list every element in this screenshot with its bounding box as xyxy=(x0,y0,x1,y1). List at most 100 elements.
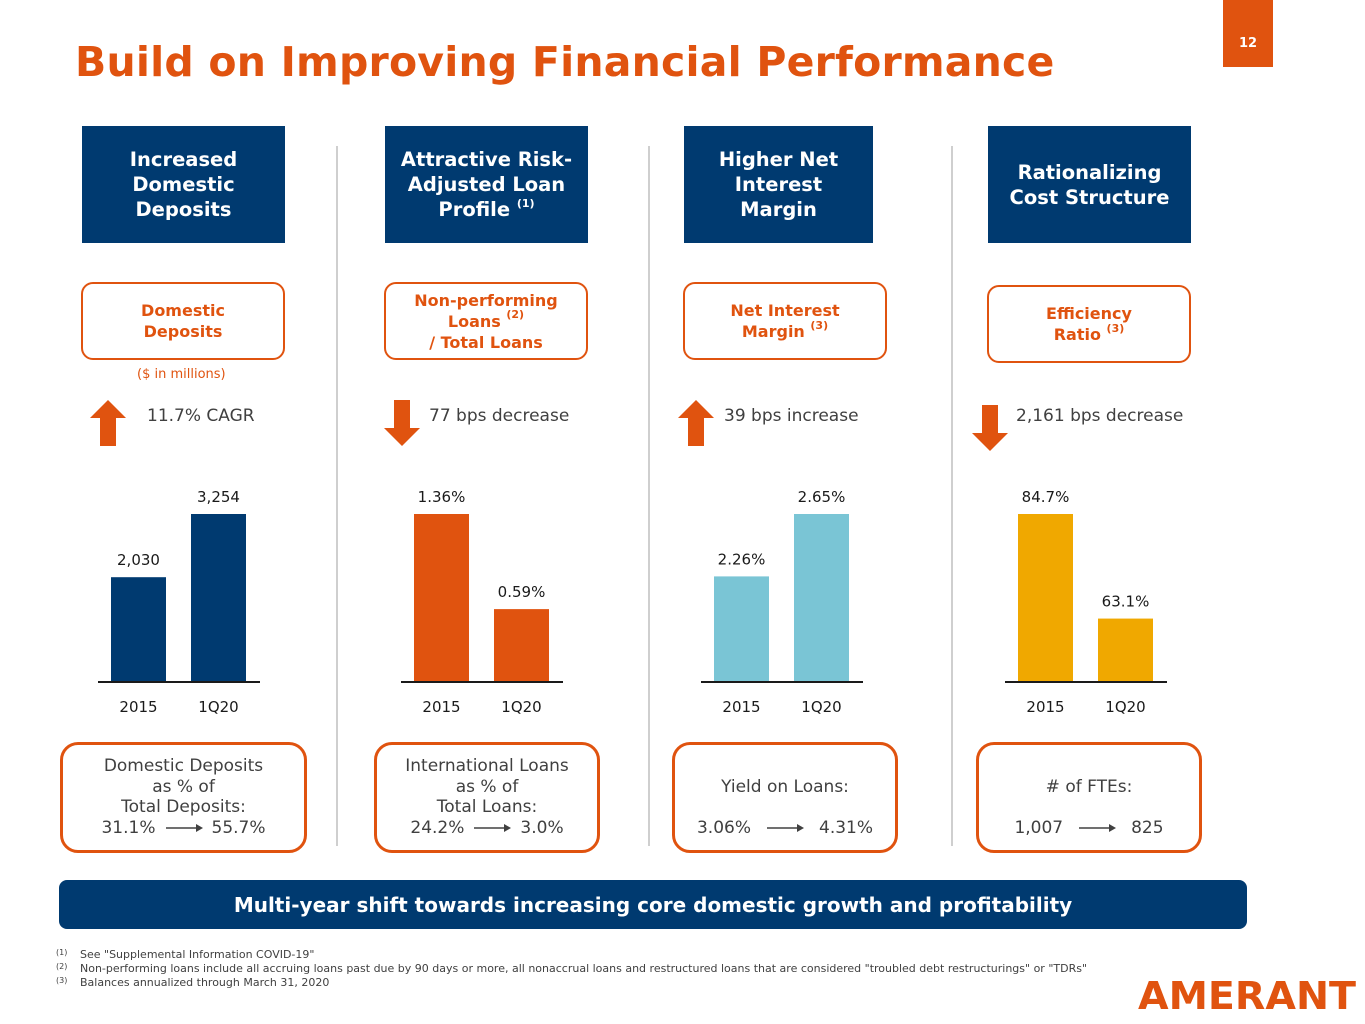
bar-2015 xyxy=(414,514,469,682)
logo-text: AMERANT xyxy=(1138,976,1356,1012)
bar-chart-efficiency-ratio: 84.7% 2015 63.1% 1Q20 xyxy=(1005,488,1167,716)
footnote-marker: (1) xyxy=(56,948,68,957)
stat-line: Domestic Deposits xyxy=(103,756,264,776)
x-tick-label: 2015 xyxy=(1026,698,1064,716)
metric-box: Domestic Deposits xyxy=(81,282,285,360)
metric-line: Margin xyxy=(741,322,805,341)
change-text: 77 bps decrease xyxy=(429,406,570,426)
footnote-text: See "Supplemental Information COVID-19" xyxy=(80,948,315,961)
stat-to-value: 55.7% xyxy=(211,818,266,838)
data-label: 2.65% xyxy=(798,488,846,506)
metric-line: Deposits xyxy=(143,322,223,341)
stat-to-value: 3.0% xyxy=(520,818,564,838)
metric-line: Domestic xyxy=(141,301,225,320)
header-line: Domestic xyxy=(132,173,235,196)
header-line: Higher Net xyxy=(718,148,839,171)
footnote-item: (2) Non-performing loans include all accr… xyxy=(56,962,1087,976)
stat-line: # of FTEs: xyxy=(1045,777,1133,797)
stat-to-value: 825 xyxy=(1131,818,1164,838)
data-label: 3,254 xyxy=(197,488,240,506)
stat-line: Yield on Loans: xyxy=(721,777,849,797)
metric-line: Net Interest xyxy=(730,301,840,320)
page-number-badge: 12 xyxy=(1223,0,1273,67)
stat-box: Yield on Loans: 3.06% 4.31% xyxy=(672,742,898,853)
bar-chart-npl-ratio: 1.36% 2015 0.59% 1Q20 xyxy=(401,488,563,716)
metric-box: Efficiency Ratio (3) xyxy=(987,285,1191,363)
column-divider xyxy=(336,146,338,846)
stat-from-value: 31.1% xyxy=(101,818,156,838)
footnote-marker: (3) xyxy=(56,976,68,985)
footnote-text: Non-performing loans include all accruin… xyxy=(80,962,1087,975)
arrow-down-icon xyxy=(384,400,420,446)
stat-line: Total Deposits: xyxy=(121,797,246,817)
x-tick-label: 2015 xyxy=(119,698,157,716)
bar-2015 xyxy=(1018,514,1073,682)
header-box: Higher Net Interest Margin xyxy=(684,126,873,243)
footnote-item: (1) See "Supplemental Information COVID-1… xyxy=(56,948,1087,962)
metric-line: Non-performing xyxy=(414,290,558,310)
bar-1q20 xyxy=(794,514,849,682)
stat-from-value: 24.2% xyxy=(410,818,465,838)
bar-2015 xyxy=(714,576,769,682)
header-box: Increased Domestic Deposits xyxy=(82,126,285,243)
footnote-marker: (3) xyxy=(1106,321,1125,335)
arrow-down-icon xyxy=(972,405,1008,451)
header-line: Margin xyxy=(740,198,817,221)
data-label: 2.26% xyxy=(718,550,766,568)
data-label: 0.59% xyxy=(498,583,546,601)
bar-chart-domestic-deposits: 2,030 2015 3,254 1Q20 xyxy=(98,488,260,716)
change-text: 39 bps increase xyxy=(724,406,859,426)
stat-to-value: 4.31% xyxy=(819,818,874,838)
bar-2015 xyxy=(111,577,166,682)
arrow-right-icon xyxy=(474,824,512,833)
metric-box: Non-performing Loans (2) / Total Loans xyxy=(384,282,588,360)
x-tick-label: 1Q20 xyxy=(501,698,541,716)
amerant-logo: AMERANT xyxy=(1138,976,1356,1012)
arrow-right-icon xyxy=(767,824,804,833)
summary-banner: Multi-year shift towards increasing core… xyxy=(59,880,1247,929)
arrow-up-icon xyxy=(90,400,126,446)
metric-line: Efficiency xyxy=(1046,304,1132,323)
footnote-marker: (2) xyxy=(56,962,68,971)
footnote-item: (3) Balances annualized through March 31,… xyxy=(56,976,1087,990)
header-box: Rationalizing Cost Structure xyxy=(988,126,1191,243)
stat-line: Total Loans: xyxy=(436,797,538,817)
footnote-marker: (2) xyxy=(506,308,525,322)
footnote-text: Balances annualized through March 31, 20… xyxy=(80,976,330,989)
change-text: 2,161 bps decrease xyxy=(1016,406,1184,426)
x-tick-label: 2015 xyxy=(422,698,460,716)
bar-1q20 xyxy=(1098,618,1153,682)
bar-1q20 xyxy=(191,514,246,682)
arrow-right-icon xyxy=(165,824,203,833)
column-divider xyxy=(648,146,650,846)
column-divider xyxy=(951,146,953,846)
page-number: 12 xyxy=(1238,36,1258,51)
stat-line: International Loans xyxy=(405,756,569,776)
metric-line: Ratio xyxy=(1053,325,1101,344)
x-tick-label: 1Q20 xyxy=(1105,698,1145,716)
data-label: 1.36% xyxy=(418,488,466,506)
banner-text: Multi-year shift towards increasing core… xyxy=(233,892,1073,917)
header-box: Attractive Risk- Adjusted Loan Profile (… xyxy=(385,126,588,243)
stat-box: # of FTEs: 1,007 825 xyxy=(976,742,1202,853)
stat-from-value: 3.06% xyxy=(696,818,751,838)
metric-line: / Total Loans xyxy=(429,332,543,352)
footnote-marker: (3) xyxy=(810,318,829,332)
footnote-marker: (1) xyxy=(516,196,535,210)
header-line: Attractive Risk- xyxy=(400,148,573,171)
header-line: Deposits xyxy=(135,198,232,221)
stat-box: Domestic Deposits as % of Total Deposits… xyxy=(60,742,307,853)
data-label: 84.7% xyxy=(1022,488,1070,506)
page-title: Build on Improving Financial Performance xyxy=(75,38,1055,86)
stat-line: as % of xyxy=(455,776,519,797)
header-line: Cost Structure xyxy=(1009,185,1170,209)
unit-note: ($ in millions) xyxy=(137,367,226,382)
stat-line: as % of xyxy=(152,776,215,797)
stat-from-value: 1,007 xyxy=(1014,818,1064,838)
footnotes: (1) See "Supplemental Information COVID-1… xyxy=(56,948,1087,990)
metric-box: Net Interest Margin (3) xyxy=(683,282,887,360)
data-label: 63.1% xyxy=(1102,593,1150,611)
header-line: Rationalizing xyxy=(1017,160,1162,184)
change-text: 11.7% CAGR xyxy=(147,406,255,426)
header-line: Interest xyxy=(734,173,823,196)
